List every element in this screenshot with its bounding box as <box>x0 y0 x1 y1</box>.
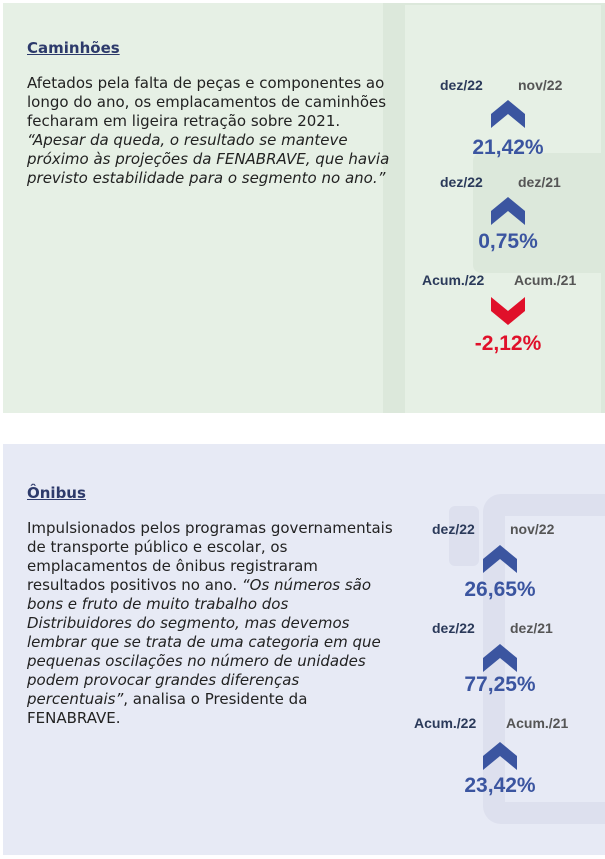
percent-value: 26,65% <box>464 578 536 601</box>
chevron-up-icon <box>483 545 517 573</box>
chevron-up-icon <box>491 197 525 225</box>
quote-text: “Os números são bons e fruto de muito tr… <box>27 576 381 708</box>
chevron-down-icon <box>491 297 525 325</box>
onibus-section: Ônibus Impulsionados pelos programas gov… <box>3 444 605 855</box>
compare-label: Acum./21 <box>506 715 569 731</box>
section-text: Afetados pela falta de peças e component… <box>27 74 397 188</box>
quote-text: “Apesar da queda, o resultado se manteve… <box>27 131 390 187</box>
compare-label: nov/22 <box>510 521 555 537</box>
period-label: dez/22 <box>440 174 483 190</box>
compare-label: dez/21 <box>518 174 561 190</box>
period-label: Acum./22 <box>414 715 477 731</box>
compare-label: nov/22 <box>518 77 563 93</box>
text-normal: Afetados pela falta de peças e component… <box>27 74 387 130</box>
percent-value: 0,75% <box>478 230 538 253</box>
period-label: dez/22 <box>432 521 475 537</box>
percent-value: -2,12% <box>474 332 542 355</box>
percent-value: 77,25% <box>464 673 536 696</box>
compare-label: Acum./21 <box>514 272 577 288</box>
period-label: Acum./22 <box>422 272 485 288</box>
period-label: dez/22 <box>432 620 475 636</box>
section-title: Caminhões <box>27 39 120 57</box>
chevron-up-icon <box>491 100 525 128</box>
chevron-up-icon <box>483 742 517 770</box>
section-text: Impulsionados pelos programas governamen… <box>27 519 397 728</box>
text-normal: Impulsionados pelos programas governamen… <box>27 519 393 594</box>
text-end: , analisa o Presidente da FENABRAVE. <box>27 690 308 727</box>
chevron-up-icon <box>483 644 517 672</box>
bus-watermark-window <box>449 506 479 566</box>
section-title: Ônibus <box>27 484 86 502</box>
period-label: dez/22 <box>440 77 483 93</box>
percent-value: 23,42% <box>464 774 536 797</box>
percent-value: 21,42% <box>472 136 544 159</box>
compare-label: dez/21 <box>510 620 553 636</box>
